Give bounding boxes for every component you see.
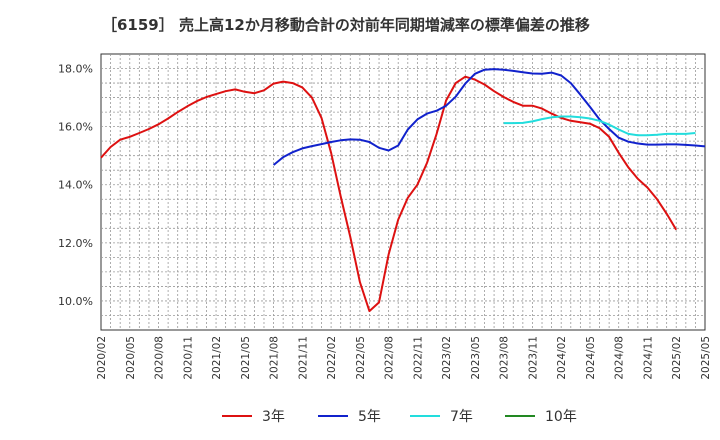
legend-swatch <box>222 415 252 417</box>
x-tick-label: 2023/02 <box>441 336 453 380</box>
y-tick-label: 10.0% <box>58 295 93 308</box>
x-tick-label: 2020/08 <box>154 336 166 380</box>
x-tick-label: 2024/05 <box>585 336 597 380</box>
legend-item: 10年 <box>505 404 577 428</box>
legend-item: 7年 <box>410 404 473 428</box>
x-tick-label: 2022/05 <box>355 336 367 380</box>
x-tick-label: 2023/11 <box>527 336 539 380</box>
y-tick-label: 18.0% <box>58 63 93 76</box>
x-tick-label: 2022/02 <box>326 336 338 380</box>
legend-label: 5年 <box>358 409 381 425</box>
x-tick-label: 2022/11 <box>412 336 424 380</box>
x-tick-label: 2024/08 <box>614 336 626 380</box>
grid-lines <box>101 54 705 330</box>
x-tick-label: 2020/05 <box>125 336 137 380</box>
x-tick-label: 2023/05 <box>470 336 482 380</box>
x-tick-label: 2024/11 <box>642 336 654 380</box>
legend-item: 3年 <box>222 404 285 428</box>
x-tick-label: 2024/02 <box>556 336 568 380</box>
legend-swatch <box>505 415 535 417</box>
x-tick-label: 2022/08 <box>384 336 396 380</box>
chart-title: ［6159］ 売上高12か月移動合計の対前年同期増減率の標準偏差の推移 <box>102 16 590 34</box>
x-tick-label: 2020/02 <box>96 336 108 380</box>
series-line-3年 <box>100 75 678 313</box>
x-axis-ticks: 2020/02 2020/05 2020/08 2020/11 2021/02 2021/… <box>96 336 712 380</box>
x-tick-label: 2023/08 <box>499 336 511 380</box>
y-tick-label: 14.0% <box>58 179 93 192</box>
x-tick-label: 2021/11 <box>297 336 309 380</box>
plot-area <box>100 53 706 331</box>
y-tick-label: 12.0% <box>58 237 93 250</box>
legend-swatch <box>318 415 348 417</box>
y-axis-ticks: 10.0% 12.0% 14.0% 16.0% 18.0% <box>58 63 93 308</box>
x-tick-label: 2025/05 <box>700 336 712 380</box>
legend-label: 3年 <box>262 409 285 425</box>
legend-swatch <box>410 415 440 417</box>
x-tick-label: 2020/11 <box>182 336 194 380</box>
series-line-7年 <box>503 115 696 137</box>
x-tick-label: 2021/02 <box>211 336 223 380</box>
x-tick-label: 2025/02 <box>671 336 683 380</box>
legend-label: 10年 <box>545 409 577 425</box>
legend: 3年 5年 7年 10年 <box>0 404 720 428</box>
x-tick-label: 2021/08 <box>269 336 281 380</box>
x-tick-label: 2021/05 <box>240 336 252 380</box>
legend-label: 7年 <box>450 409 473 425</box>
series-lines <box>100 68 706 313</box>
series-line-5年 <box>272 68 706 166</box>
legend-item: 5年 <box>318 404 381 428</box>
y-tick-label: 16.0% <box>58 121 93 134</box>
